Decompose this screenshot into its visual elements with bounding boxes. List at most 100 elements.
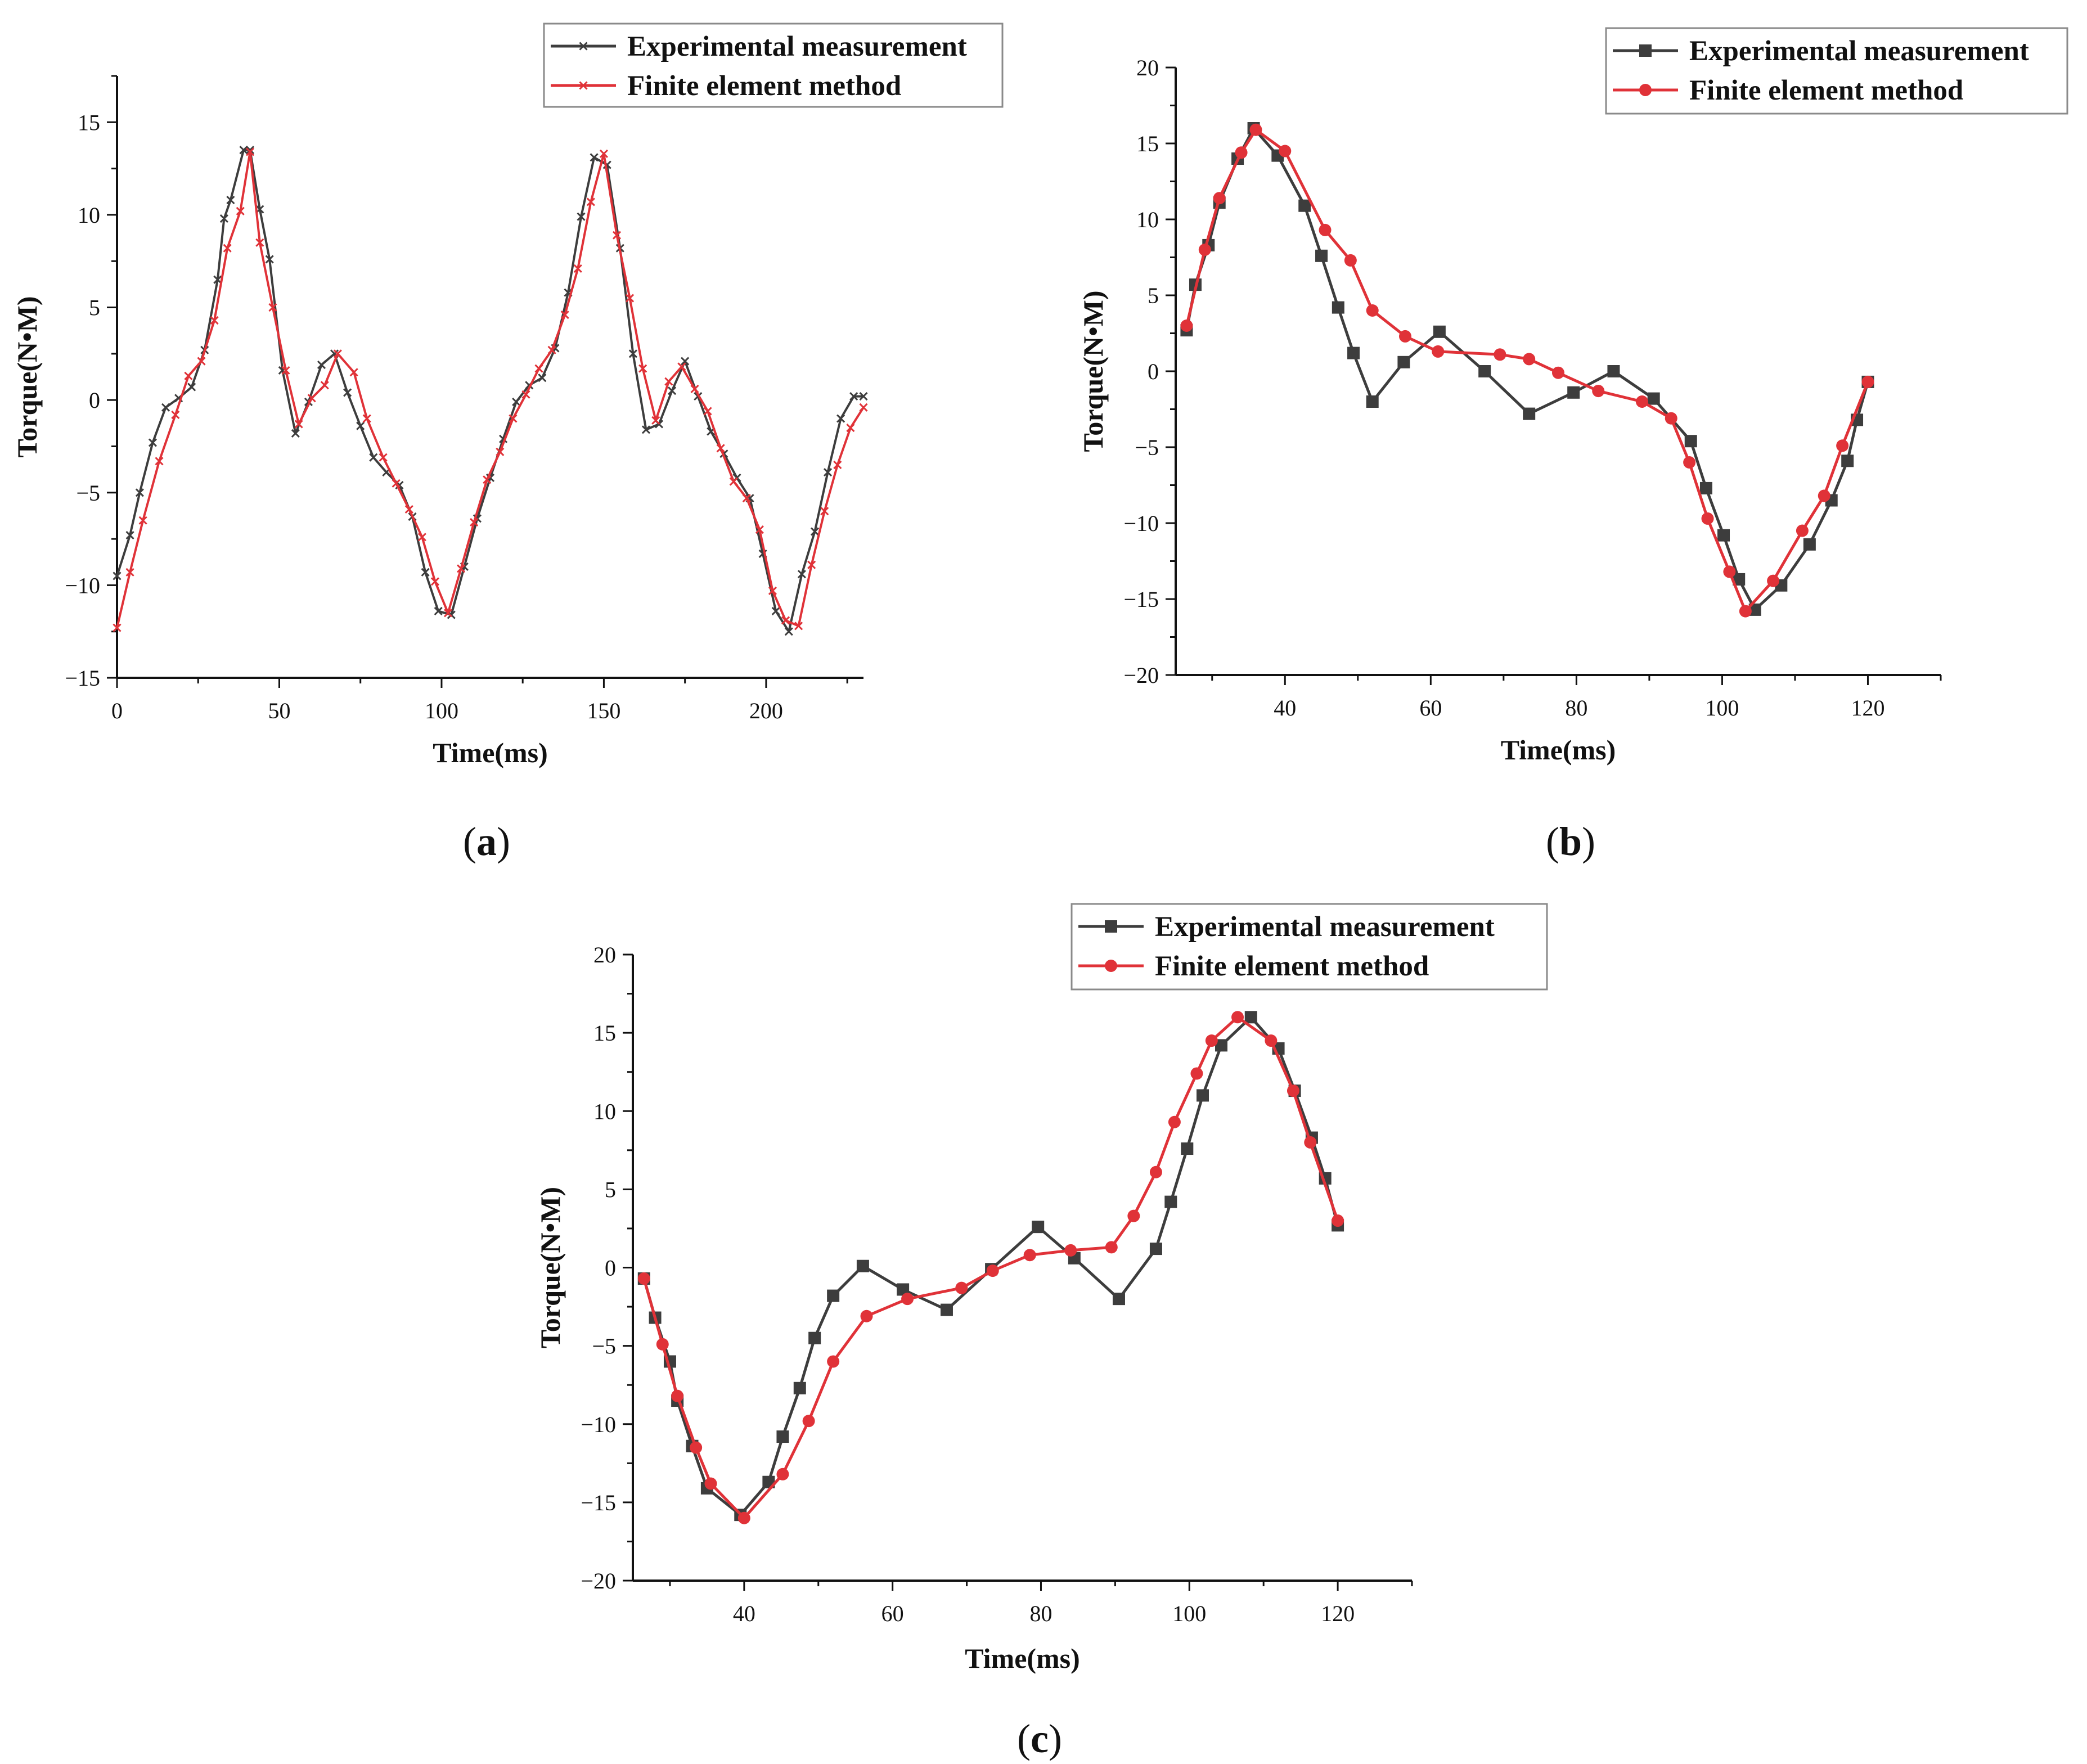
data-point xyxy=(1523,353,1536,366)
data-point xyxy=(125,568,134,577)
data-point xyxy=(827,1355,840,1368)
panel-label-paren: ) xyxy=(1049,1716,1062,1761)
data-point xyxy=(125,530,134,540)
data-point xyxy=(1347,346,1360,359)
data-point xyxy=(1836,439,1849,452)
data-point xyxy=(294,420,303,429)
data-point xyxy=(320,381,329,390)
data-point xyxy=(1494,348,1506,361)
data-point xyxy=(1149,1166,1162,1178)
data-point xyxy=(148,438,158,447)
data-point xyxy=(1739,605,1752,618)
data-point xyxy=(430,577,439,586)
y-tick-label: 10 xyxy=(78,202,100,228)
data-point xyxy=(307,394,316,403)
data-point xyxy=(1231,1011,1244,1024)
panel-label: (a) xyxy=(463,819,510,864)
data-point xyxy=(1190,1067,1203,1080)
legend-entry: Finite element method xyxy=(1689,75,1963,106)
data-point xyxy=(849,392,858,401)
panel-label: (c) xyxy=(1017,1716,1062,1761)
data-point xyxy=(716,444,725,453)
data-point xyxy=(236,206,245,215)
data-point xyxy=(1523,407,1536,420)
data-point xyxy=(626,294,635,303)
series-line xyxy=(116,150,865,628)
data-point xyxy=(1344,254,1357,267)
y-tick-label: −10 xyxy=(581,1412,616,1437)
data-point xyxy=(1023,1249,1036,1262)
data-point xyxy=(268,303,277,312)
data-point xyxy=(784,627,793,636)
data-point xyxy=(1298,199,1311,212)
series-experimental xyxy=(113,146,868,636)
data-point xyxy=(457,564,466,573)
data-point xyxy=(343,388,352,397)
legend-entry: Experimental measurement xyxy=(1155,911,1495,943)
x-tick-label: 40 xyxy=(733,1601,755,1626)
series-line xyxy=(1185,128,1869,613)
data-point xyxy=(827,1289,840,1302)
data-point xyxy=(245,146,255,155)
data-point xyxy=(226,196,235,205)
data-point xyxy=(1717,529,1730,542)
data-point xyxy=(860,1310,873,1322)
legend: Experimental measurement Finite element m… xyxy=(1605,27,2068,115)
series-fem xyxy=(113,147,868,632)
data-point xyxy=(641,425,651,434)
legend-entry: Finite element method xyxy=(1155,951,1429,982)
data-point xyxy=(677,362,686,371)
data-point xyxy=(612,231,622,240)
data-point xyxy=(1064,1244,1077,1257)
data-point xyxy=(729,477,738,486)
data-point xyxy=(986,1264,999,1277)
data-point xyxy=(1647,392,1660,405)
data-point xyxy=(1205,1034,1218,1047)
y-tick-label: 5 xyxy=(605,1177,616,1202)
data-point xyxy=(155,457,164,466)
data-point xyxy=(742,494,751,503)
y-tick-label: −5 xyxy=(1135,435,1159,460)
data-point xyxy=(1841,454,1854,467)
data-point xyxy=(1478,365,1491,377)
data-point xyxy=(737,1511,750,1524)
data-point xyxy=(265,255,274,264)
data-point xyxy=(1592,385,1605,398)
data-point xyxy=(704,1477,717,1490)
panel-c: 40 60 80 100 120 −20 −15 −10 −5 0 5 10 15 20 Time(ms) T… xyxy=(534,903,1548,1761)
legend-box xyxy=(1605,27,2068,115)
y-tick-label: 10 xyxy=(1136,207,1159,232)
x-tick-label: 120 xyxy=(1321,1601,1355,1626)
panel-b: 40 60 80 100 120 −20 −15 −10 −5 0 5 10 15 20 Time(ms) T… xyxy=(1077,27,2068,864)
y-tick-label: 10 xyxy=(593,1099,616,1124)
data-point xyxy=(434,606,443,616)
y-tick-label: 0 xyxy=(605,1256,616,1281)
data-point xyxy=(1818,489,1830,502)
series-fem xyxy=(1180,123,1874,618)
y-tick-label: 0 xyxy=(89,388,100,413)
y-tick-label: −20 xyxy=(1123,663,1159,688)
data-point xyxy=(690,384,699,393)
data-point xyxy=(1287,1084,1299,1097)
data-point xyxy=(1127,1209,1140,1222)
data-point xyxy=(1149,1243,1162,1256)
data-point xyxy=(668,386,677,395)
data-point xyxy=(1315,249,1328,262)
data-point xyxy=(239,146,248,155)
y-axis-title: Torque(N•M) xyxy=(11,296,43,458)
data-point xyxy=(771,606,780,616)
data-point xyxy=(1552,366,1564,379)
data-point xyxy=(859,392,868,401)
data-point xyxy=(184,371,193,380)
data-point xyxy=(664,377,673,386)
data-point xyxy=(213,275,222,284)
y-tick-label: 15 xyxy=(1136,131,1159,156)
data-point xyxy=(512,397,521,407)
x-tick-label: 80 xyxy=(1029,1601,1052,1626)
data-point xyxy=(755,525,764,534)
panel-label-paren: ( xyxy=(1017,1716,1031,1761)
y-axis-title: Torque(N•M) xyxy=(534,1187,566,1348)
y-tick-label: 20 xyxy=(593,942,616,968)
data-point xyxy=(638,364,647,373)
legend: Experimental measurement Finite element m… xyxy=(1071,903,1548,991)
